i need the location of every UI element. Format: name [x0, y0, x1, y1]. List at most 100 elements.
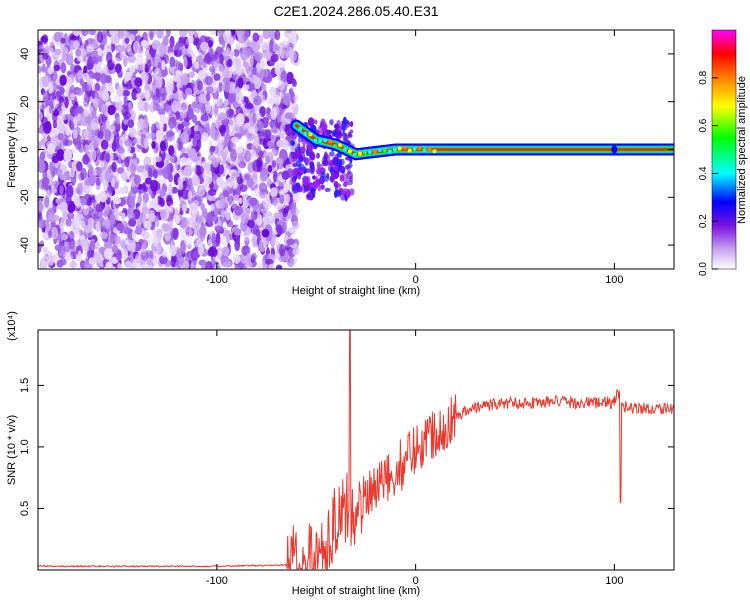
- noise-blob: [40, 259, 47, 269]
- noise-blob: [131, 232, 137, 239]
- noise-blob: [224, 47, 231, 55]
- noise-blob: [244, 174, 250, 181]
- noise-blob: [270, 237, 278, 249]
- noise-blob: [169, 156, 175, 163]
- spectral-line-dot: [343, 147, 348, 152]
- noise-blob: [184, 87, 193, 96]
- noise-blob: [197, 69, 207, 80]
- noise-blob: [242, 84, 250, 91]
- noise-blob: [280, 70, 287, 83]
- noise-blob: [128, 127, 137, 138]
- noise-blob: [121, 196, 130, 205]
- noise-blob: [132, 86, 142, 94]
- spectrogram-y-label: Frequency (Hz): [6, 112, 18, 188]
- figure-title: C2E1.2024.286.05.40.E31: [273, 3, 438, 19]
- noise-blob: [203, 207, 208, 219]
- noise-blob: [47, 67, 54, 75]
- noise-blob: [270, 187, 278, 198]
- noise-blob: [59, 201, 68, 212]
- noise-blob: [230, 148, 237, 162]
- noise-blob: [90, 118, 100, 131]
- transition-blob: [334, 133, 340, 138]
- transition-blob: [335, 158, 342, 166]
- noise-blob: [162, 35, 169, 46]
- noise-blob: [198, 93, 207, 104]
- noise-blob: [219, 53, 224, 65]
- noise-blob: [68, 231, 75, 243]
- noise-blob: [234, 205, 244, 216]
- transition-blob: [296, 185, 303, 193]
- noise-blob: [258, 138, 267, 145]
- noise-blob: [39, 240, 45, 248]
- noise-blob: [206, 212, 214, 225]
- noise-blob: [97, 131, 104, 139]
- transition-blob: [342, 116, 347, 126]
- colorbar-label: Normalized spectral amplitude: [736, 76, 748, 224]
- noise-blob: [99, 172, 106, 185]
- noise-blob: [275, 224, 283, 232]
- noise-blob: [104, 218, 111, 230]
- noise-blob: [136, 165, 145, 173]
- noise-blob: [238, 197, 243, 204]
- noise-blob: [164, 231, 172, 242]
- noise-blob: [228, 195, 233, 206]
- noise-blob: [214, 225, 224, 232]
- noise-blob: [141, 243, 147, 256]
- noise-blob: [182, 260, 190, 269]
- noise-blob: [266, 107, 272, 121]
- noise-blob: [213, 73, 221, 81]
- noise-blob: [38, 220, 46, 229]
- noise-blob: [93, 97, 99, 108]
- transition-blob: [322, 175, 330, 182]
- snr-x-ticks: -100 0 100: [206, 330, 624, 587]
- noise-blob: [72, 129, 78, 139]
- noise-blob: [244, 122, 252, 129]
- noise-blob: [126, 145, 132, 154]
- noise-blob: [64, 139, 73, 147]
- noise-blob: [116, 167, 125, 174]
- spectral-line-dot: [338, 143, 343, 148]
- noise-blob: [154, 204, 163, 213]
- noise-blob: [153, 236, 159, 248]
- noise-blob: [171, 186, 178, 194]
- y-tick-label: 20: [19, 96, 31, 108]
- noise-blob: [151, 141, 156, 149]
- spectral-line-dot: [333, 144, 338, 149]
- noise-blob: [144, 177, 152, 185]
- noise-blob: [119, 51, 126, 60]
- noise-blob: [235, 58, 241, 72]
- noise-blob: [291, 221, 300, 230]
- noise-blob: [205, 91, 211, 102]
- noise-blob: [61, 51, 67, 62]
- x-tick-label: 100: [605, 575, 623, 587]
- transition-blob: [290, 140, 295, 146]
- y-tick-label: -40: [19, 237, 31, 253]
- noise-blob: [124, 260, 132, 268]
- noise-blob: [233, 48, 240, 57]
- noise-blob: [135, 253, 142, 263]
- noise-blob: [58, 258, 67, 266]
- noise-blob: [38, 212, 43, 222]
- noise-blob: [84, 92, 91, 104]
- noise-blob: [80, 167, 87, 181]
- noise-blob: [147, 209, 156, 219]
- transition-blob: [302, 137, 306, 148]
- transition-blob: [339, 165, 346, 174]
- noise-blob: [105, 261, 113, 269]
- noise-blob: [162, 166, 172, 180]
- noise-blob: [218, 198, 228, 209]
- noise-blob: [256, 62, 262, 74]
- noise-blob: [155, 160, 165, 168]
- noise-blob: [65, 218, 72, 227]
- noise-blob: [137, 193, 143, 206]
- noise-blob: [278, 157, 284, 166]
- noise-blob: [256, 263, 262, 269]
- noise-blob: [94, 194, 103, 202]
- noise-blob: [72, 30, 81, 37]
- noise-blob: [217, 30, 222, 34]
- noise-blob: [274, 30, 281, 41]
- noise-blob: [135, 129, 142, 139]
- noise-blob: [205, 260, 213, 269]
- noise-blob: [226, 108, 235, 119]
- noise-blob: [183, 234, 193, 247]
